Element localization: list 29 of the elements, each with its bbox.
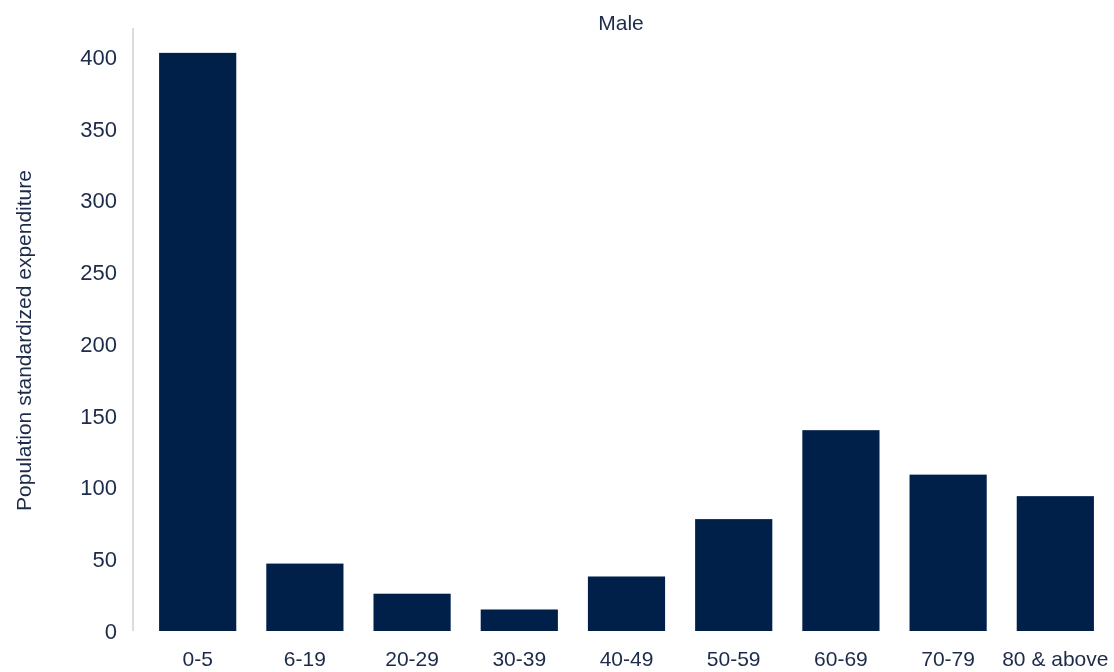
x-tick-label: 40-49: [599, 647, 654, 671]
x-tick-label: 50-59: [706, 647, 761, 671]
y-tick-label: 200: [80, 331, 117, 357]
y-tick-label: 100: [80, 475, 117, 501]
x-tick-label: 20-29: [385, 647, 439, 671]
bar: [909, 474, 987, 631]
bar: [266, 563, 344, 631]
y-tick-label: 50: [92, 546, 117, 572]
bar: [695, 519, 773, 631]
y-tick-label: 350: [80, 116, 117, 142]
x-tick-label: 70-79: [921, 647, 975, 671]
bar: [802, 430, 880, 631]
bar: [159, 52, 237, 631]
y-tick-label: 250: [80, 260, 117, 286]
bar: [373, 593, 451, 631]
x-tick-label: 6-19: [283, 647, 326, 671]
y-tick-label: 300: [80, 188, 117, 214]
x-tick-label: 30-39: [492, 647, 547, 671]
chart-title: Male: [598, 11, 644, 35]
bar: [480, 609, 558, 631]
y-tick-label: 0: [104, 618, 117, 644]
y-axis-title: Population standardized expenditure: [12, 170, 36, 511]
y-tick-label: 150: [80, 403, 117, 429]
x-tick-label: 0-5: [182, 647, 213, 671]
bar: [1016, 496, 1094, 631]
y-tick-label: 400: [80, 44, 117, 70]
bar: [587, 576, 666, 631]
x-tick-label: 80 & above: [1002, 647, 1109, 671]
x-tick-label: 60-69: [814, 647, 868, 671]
